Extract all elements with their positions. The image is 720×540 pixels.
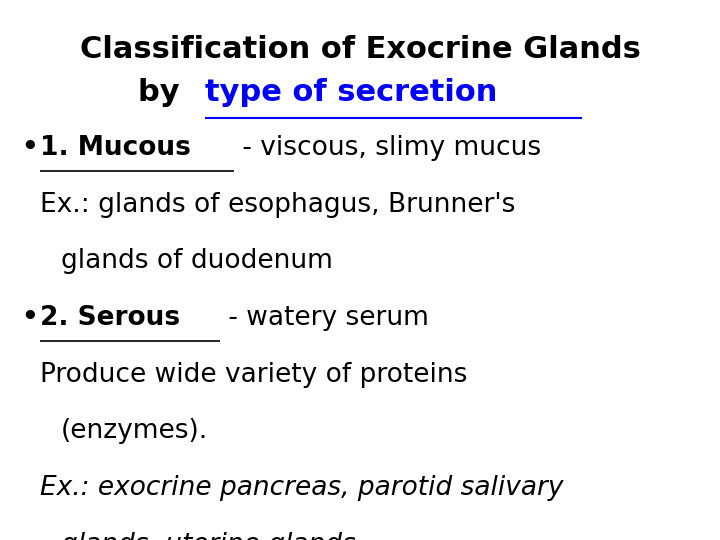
Text: type of secretion: type of secretion bbox=[205, 78, 498, 107]
Text: 2. Serous: 2. Serous bbox=[40, 305, 180, 331]
Text: Ex.: glands of esophagus, Brunner's: Ex.: glands of esophagus, Brunner's bbox=[40, 192, 515, 218]
Text: 1. Mucous: 1. Mucous bbox=[40, 135, 191, 161]
Text: Classification of Exocrine Glands: Classification of Exocrine Glands bbox=[80, 35, 640, 64]
Text: Ex.: exocrine pancreas, parotid salivary: Ex.: exocrine pancreas, parotid salivary bbox=[40, 475, 563, 501]
Text: 2. Serous: 2. Serous bbox=[0, 539, 1, 540]
Text: Produce wide variety of proteins: Produce wide variety of proteins bbox=[40, 362, 467, 388]
Text: •: • bbox=[22, 135, 38, 161]
Text: by type of secretion: by type of secretion bbox=[0, 539, 1, 540]
Text: 1. Mucous: 1. Mucous bbox=[0, 539, 1, 540]
Text: glands, uterine glands.: glands, uterine glands. bbox=[61, 532, 364, 540]
Text: •: • bbox=[22, 305, 38, 331]
Text: by: by bbox=[138, 78, 190, 107]
Text: - watery serum: - watery serum bbox=[220, 305, 429, 331]
Text: glands of duodenum: glands of duodenum bbox=[61, 248, 333, 274]
Text: (enzymes).: (enzymes). bbox=[61, 418, 209, 444]
Text: - viscous, slimy mucus: - viscous, slimy mucus bbox=[234, 135, 541, 161]
Text: by: by bbox=[0, 539, 1, 540]
